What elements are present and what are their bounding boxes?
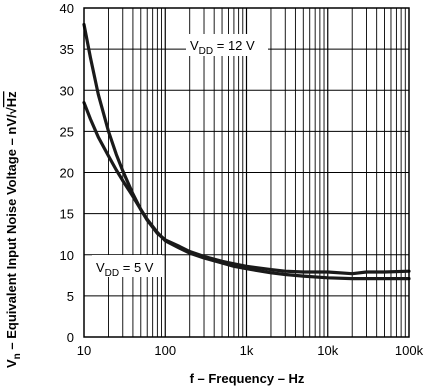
y-tick-label: 10 [60, 248, 74, 263]
x-axis-title: f – Frequency – Hz [190, 371, 305, 386]
y-axis-title-text: Vn – Equivalent Input Noise Voltage – nV… [4, 91, 23, 368]
y-tick-label: 40 [60, 1, 74, 16]
annotation-12v-value: = 12 V [213, 38, 255, 53]
annotation-12v-sym: V [190, 38, 199, 53]
tick-labels: 10 100 1k 10k 100k 0 5 10 15 20 25 30 35 40 [60, 1, 424, 358]
y-axis-title: Vn – Equivalent Input Noise Voltage – nV… [4, 91, 23, 368]
annotation-5v: VDD = 5 V [96, 260, 154, 279]
annotation-5v-background [92, 255, 162, 277]
annotation-5v-sub: DD [105, 268, 119, 279]
x-tick-label: 100 [154, 343, 176, 358]
annotation-12v-sub: DD [199, 46, 213, 57]
y-tick-label: 25 [60, 124, 74, 139]
x-tick-label: 1k [240, 343, 254, 358]
y-axis-title-sub: n [12, 353, 23, 359]
series-lines [82, 22, 411, 281]
y-axis-title-main: – Equivalent Input Noise Voltage – nV/ [4, 114, 19, 353]
annotation-12v: VDD = 12 V [190, 38, 255, 57]
x-tick-label: 10k [317, 343, 338, 358]
y-tick-label: 5 [67, 289, 74, 304]
y-axis-title-unit: Hz [4, 91, 19, 107]
annotation-12v-background [186, 34, 268, 56]
y-tick-label: 0 [67, 330, 74, 345]
y-tick-label: 35 [60, 42, 74, 57]
y-axis-title-sym: V [4, 359, 19, 368]
annotation-5v-sym: V [96, 260, 105, 275]
x-tick-label: 10 [77, 343, 91, 358]
y-tick-label: 30 [60, 83, 74, 98]
grid [84, 8, 409, 337]
x-tick-label: 100k [395, 343, 424, 358]
y-tick-label: 15 [60, 207, 74, 222]
annotation-5v-value: = 5 V [119, 260, 154, 275]
series-line-5v [82, 100, 411, 281]
plot-frame [83, 7, 410, 338]
sqrt-icon: √ [4, 106, 19, 114]
y-tick-label: 20 [60, 166, 74, 181]
